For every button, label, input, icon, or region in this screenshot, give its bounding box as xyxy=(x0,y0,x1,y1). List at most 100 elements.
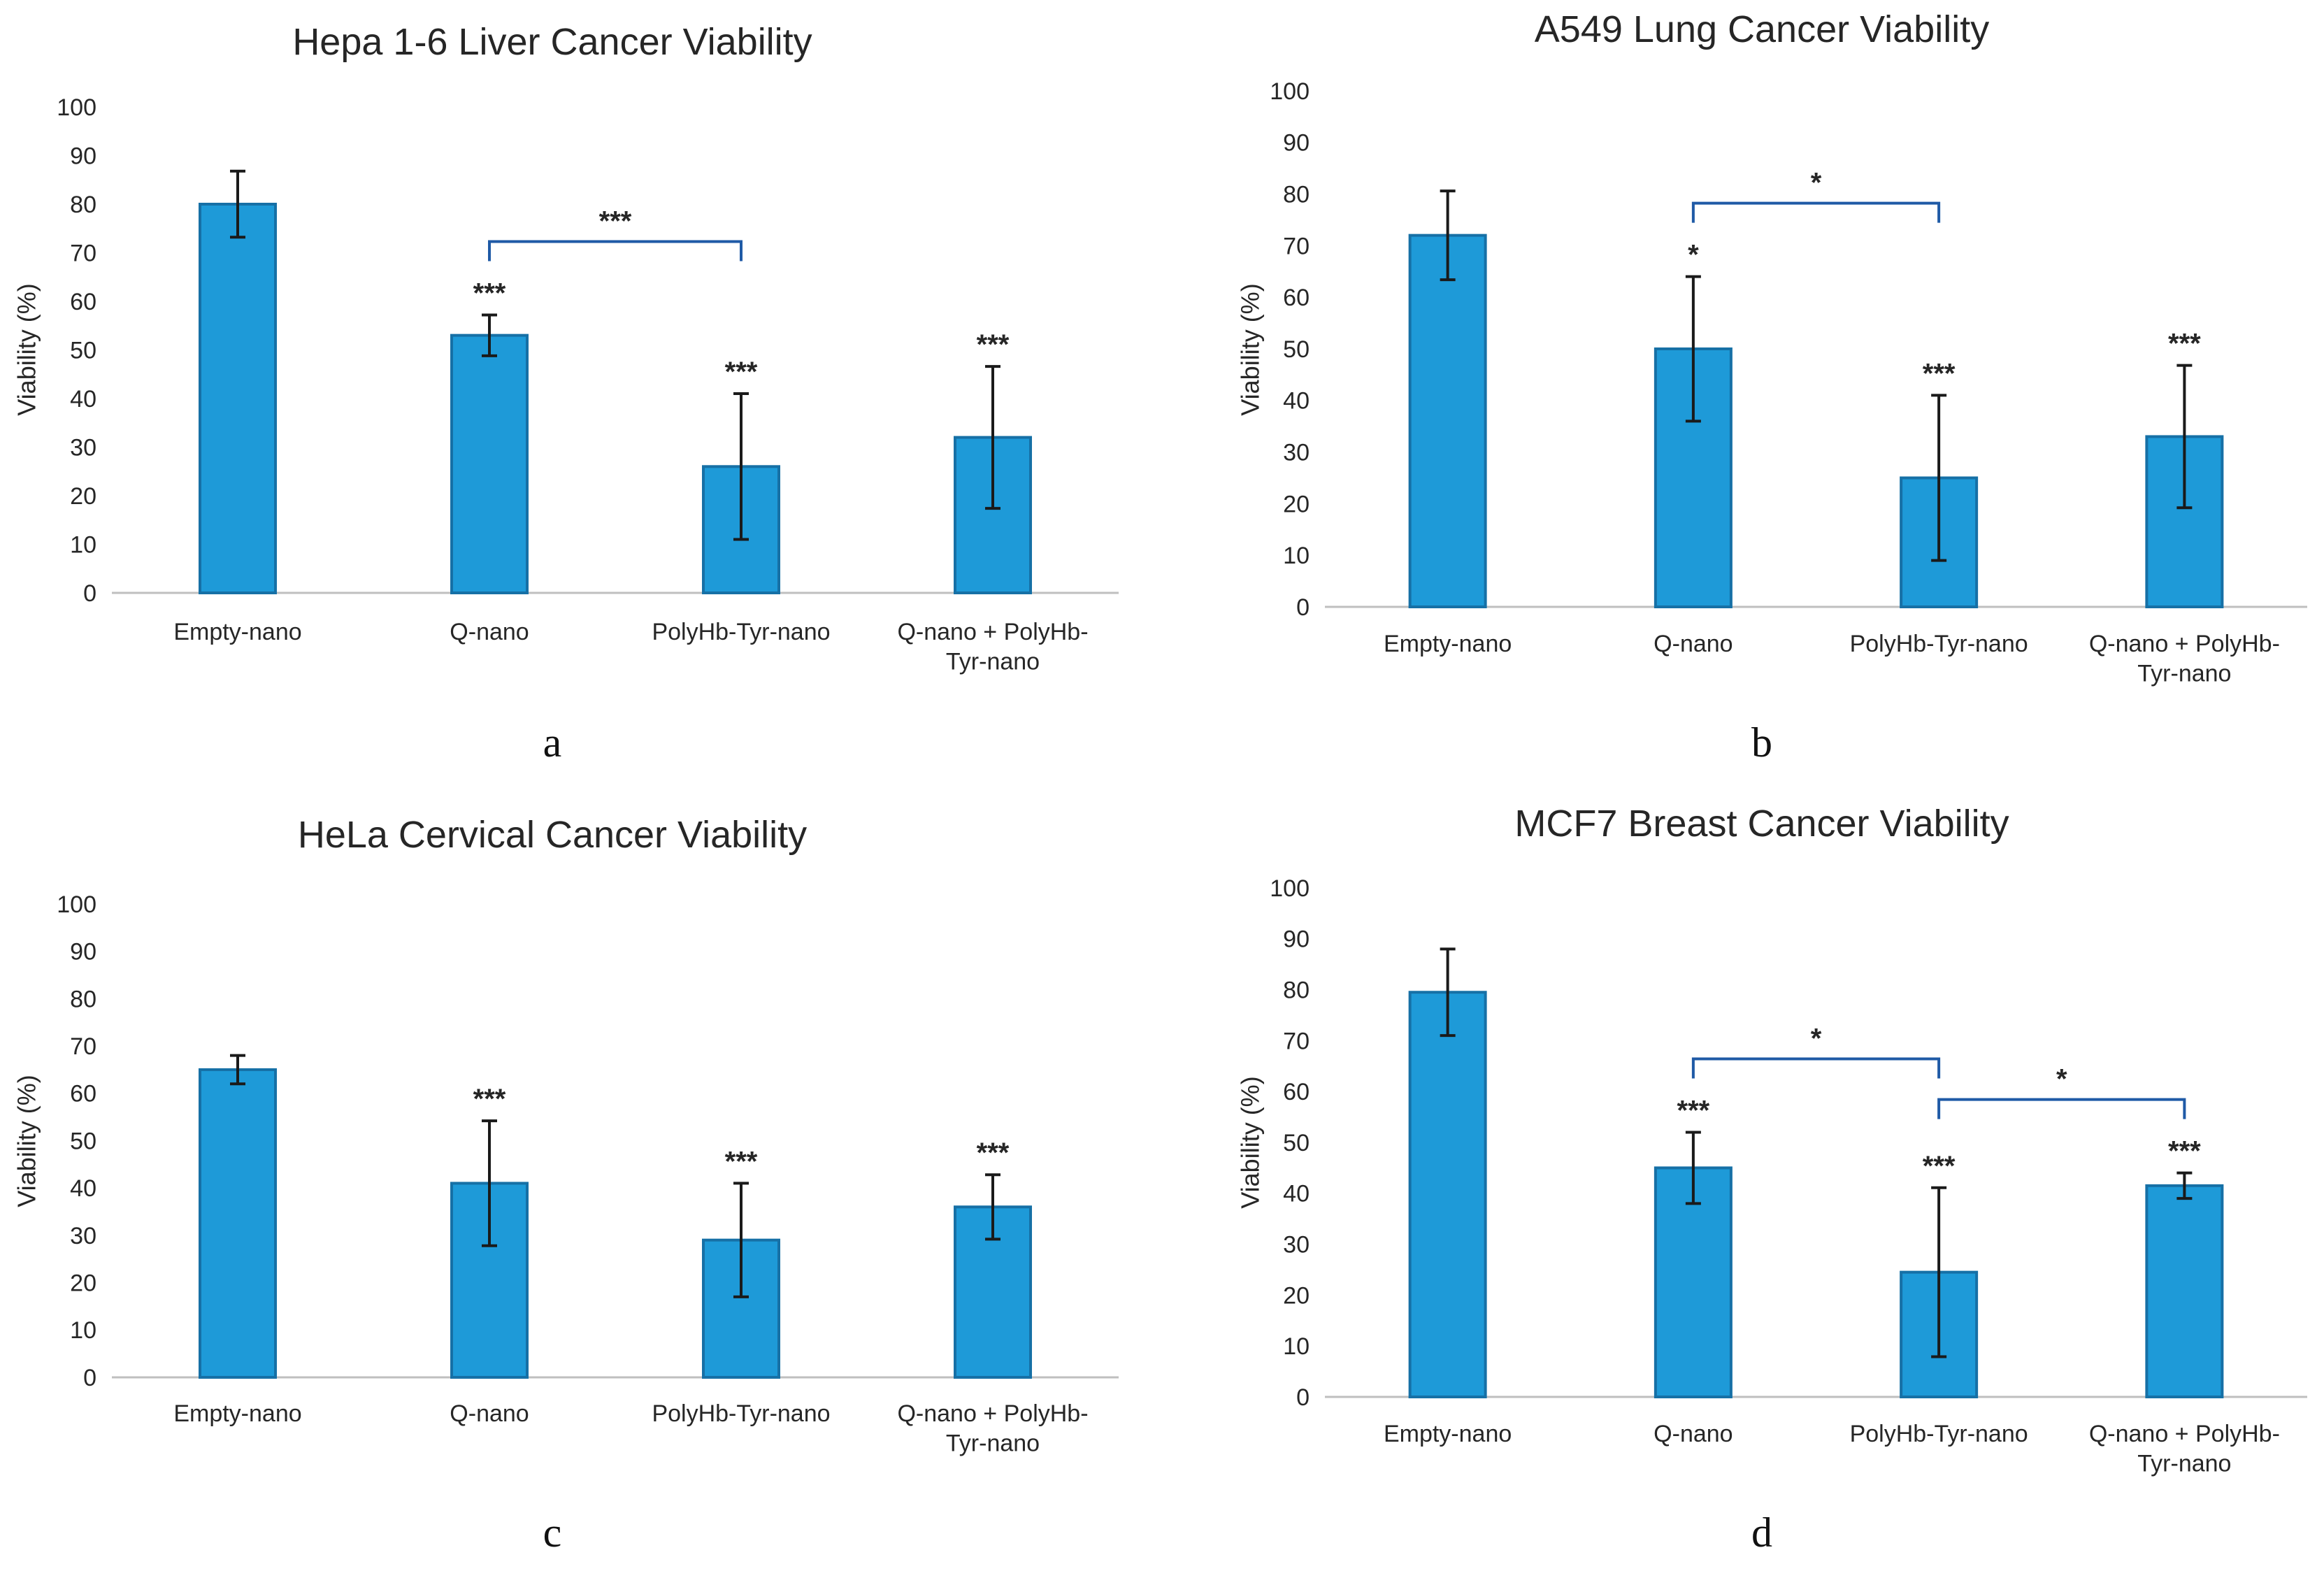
significance-label: *** xyxy=(1923,1151,1956,1182)
category-label: Empty-nano xyxy=(173,619,301,645)
chart-panel-c: HeLa Cervical Cancer Viability Viability … xyxy=(13,814,1119,1556)
y-tick-label: 40 xyxy=(70,1175,96,1202)
category-label: Q-nano xyxy=(450,619,529,645)
y-tick-label: 60 xyxy=(70,1081,96,1107)
category-label-line: Tyr-nano xyxy=(946,649,1040,675)
category-label: PolyHb-Tyr-nano xyxy=(1850,1421,2028,1447)
bar xyxy=(199,1068,277,1379)
chart-title: A549 Lung Cancer Viability xyxy=(1535,8,1989,50)
category-label: Q-nano + PolyHb- Tyr-nano xyxy=(897,619,1088,675)
category-label: Empty-nano xyxy=(1384,1421,1512,1447)
y-tick-label: 80 xyxy=(70,192,96,218)
significance-label: *** xyxy=(725,1146,758,1177)
y-tick-label: 40 xyxy=(70,386,96,413)
y-tick-label: 70 xyxy=(70,240,96,266)
bar xyxy=(2145,435,2224,609)
category-label-line: PolyHb-Tyr-nano xyxy=(652,1400,830,1427)
panel-letter: c xyxy=(543,1509,562,1556)
y-tick-label: 20 xyxy=(1283,1282,1310,1309)
bracket-significance-label: * xyxy=(1811,168,1822,199)
category-label-line: Empty-nano xyxy=(1384,631,1512,657)
category-label-line: Q-nano xyxy=(1654,1421,1733,1447)
significance-label: *** xyxy=(725,357,758,387)
comparison-bracket xyxy=(488,240,743,261)
y-tick-label: 70 xyxy=(70,1033,96,1060)
y-axis-label: Viability (%) xyxy=(1236,283,1265,415)
y-tick-label: 40 xyxy=(1283,388,1310,415)
significance-label: * xyxy=(1688,240,1699,271)
category-label: Q-nano + PolyHb- Tyr-nano xyxy=(897,1400,1088,1457)
significance-label: *** xyxy=(2168,329,2201,359)
y-tick-label: 50 xyxy=(70,337,96,364)
y-tick-label: 90 xyxy=(70,143,96,169)
y-tick-label: 60 xyxy=(1283,285,1310,311)
bar xyxy=(199,203,277,594)
comparison-bracket xyxy=(1937,1098,2186,1119)
category-label: Q-nano + PolyHb- Tyr-nano xyxy=(2089,631,2280,687)
category-label-line: Tyr-nano xyxy=(2137,1451,2231,1477)
panel-letter: a xyxy=(543,719,562,766)
chart-title: HeLa Cervical Cancer Viability xyxy=(298,814,807,856)
significance-label: *** xyxy=(473,278,506,308)
bracket-significance-label: *** xyxy=(599,206,632,236)
y-tick-label: 0 xyxy=(83,580,96,607)
category-label-line: Q-nano xyxy=(450,1400,529,1427)
significance-label: *** xyxy=(1677,1095,1710,1126)
chart-panel-d: MCF7 Breast Cancer Viability Viability (%… xyxy=(1236,803,2307,1556)
y-tick-label: 70 xyxy=(1283,1028,1310,1054)
category-label: Q-nano + PolyHb- Tyr-nano xyxy=(2089,1421,2280,1477)
category-label-line: Q-nano xyxy=(450,619,529,645)
y-tick-label: 50 xyxy=(70,1128,96,1154)
category-label: Q-nano xyxy=(450,1400,529,1427)
significance-label: *** xyxy=(977,329,1010,360)
y-tick-label: 20 xyxy=(70,483,96,510)
category-label: Q-nano xyxy=(1654,631,1733,657)
chart-panel-b: A549 Lung Cancer Viability Viability (%) 0… xyxy=(1236,8,2307,766)
y-tick-label: 30 xyxy=(70,434,96,461)
y-tick-label: 60 xyxy=(70,289,96,315)
category-label-line: PolyHb-Tyr-nano xyxy=(1850,631,2028,657)
y-axis-label: Viability (%) xyxy=(13,1075,41,1207)
category-label: Empty-nano xyxy=(1384,631,1512,657)
bar xyxy=(2145,1184,2224,1398)
y-tick-label: 50 xyxy=(1283,1130,1310,1156)
y-tick-label: 30 xyxy=(1283,440,1310,466)
y-tick-label: 80 xyxy=(70,986,96,1012)
category-label-line: PolyHb-Tyr-nano xyxy=(1850,1421,2028,1447)
y-tick-label: 0 xyxy=(83,1365,96,1391)
y-tick-label: 10 xyxy=(1283,543,1310,569)
y-tick-label: 40 xyxy=(1283,1181,1310,1207)
category-label: PolyHb-Tyr-nano xyxy=(1850,631,2028,657)
category-label-line: Empty-nano xyxy=(173,1400,301,1427)
y-axis-label: Viability (%) xyxy=(13,283,41,415)
y-tick-label: 30 xyxy=(1283,1232,1310,1258)
category-label-line: Empty-nano xyxy=(173,619,301,645)
y-tick-label: 80 xyxy=(1283,182,1310,208)
chart-panel-a: Hepa 1-6 Liver Cancer Viability Viability… xyxy=(13,21,1119,766)
category-label-line: PolyHb-Tyr-nano xyxy=(652,619,830,645)
y-axis-label: Viability (%) xyxy=(1236,1076,1265,1208)
significance-label: *** xyxy=(473,1084,506,1114)
significance-label: *** xyxy=(1923,358,1956,389)
bar xyxy=(1408,234,1487,608)
category-label-line: Q-nano + PolyHb- xyxy=(897,619,1088,645)
y-tick-label: 10 xyxy=(70,1317,96,1344)
y-tick-label: 100 xyxy=(1270,78,1310,105)
y-tick-label: 50 xyxy=(1283,336,1310,363)
bracket-significance-label: * xyxy=(1811,1023,1822,1054)
y-tick-label: 100 xyxy=(1270,875,1310,902)
panel-letter: b xyxy=(1751,719,1772,766)
y-tick-label: 10 xyxy=(1283,1333,1310,1360)
y-tick-label: 10 xyxy=(70,531,96,558)
y-tick-label: 90 xyxy=(70,939,96,966)
category-label: Empty-nano xyxy=(173,1400,301,1427)
category-label-line: Q-nano + PolyHb- xyxy=(2089,631,2280,657)
category-label-line: Q-nano + PolyHb- xyxy=(2089,1421,2280,1447)
y-tick-label: 100 xyxy=(57,891,96,918)
comparison-bracket xyxy=(1691,1057,1941,1079)
y-tick-label: 90 xyxy=(1283,926,1310,953)
y-tick-label: 80 xyxy=(1283,977,1310,1004)
y-tick-label: 100 xyxy=(57,94,96,121)
y-tick-label: 30 xyxy=(70,1223,96,1249)
